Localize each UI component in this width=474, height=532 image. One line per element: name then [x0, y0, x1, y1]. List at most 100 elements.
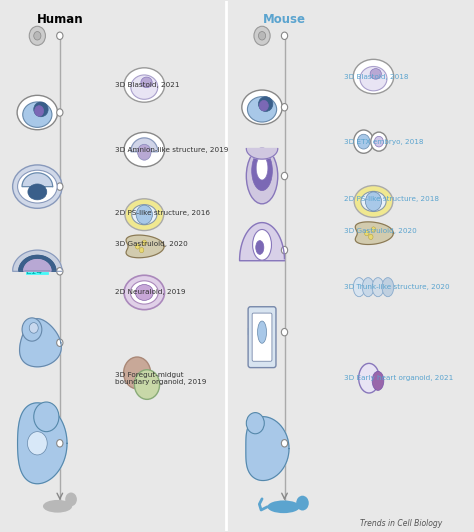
Ellipse shape — [361, 192, 386, 212]
Text: 3D Foregut-midgut
boundary organoid, 2019: 3D Foregut-midgut boundary organoid, 201… — [115, 372, 206, 385]
Circle shape — [357, 134, 370, 149]
Circle shape — [29, 322, 38, 333]
Circle shape — [22, 318, 42, 341]
Ellipse shape — [34, 102, 48, 117]
Ellipse shape — [252, 151, 273, 190]
Ellipse shape — [130, 281, 158, 304]
Circle shape — [371, 227, 376, 232]
Ellipse shape — [124, 132, 164, 167]
Text: 3D Amnion-like structure, 2019: 3D Amnion-like structure, 2019 — [115, 147, 228, 153]
Ellipse shape — [17, 95, 57, 130]
Ellipse shape — [267, 501, 300, 513]
Circle shape — [135, 370, 160, 400]
Text: E0: E0 — [30, 31, 42, 40]
Polygon shape — [19, 255, 56, 271]
Text: E28: E28 — [25, 439, 42, 448]
Polygon shape — [126, 235, 164, 257]
Ellipse shape — [131, 75, 158, 99]
Polygon shape — [246, 148, 278, 159]
Ellipse shape — [135, 285, 153, 301]
Text: E7.5: E7.5 — [246, 328, 266, 337]
Circle shape — [246, 413, 264, 434]
Text: 3D Trunk-like structure, 2020: 3D Trunk-like structure, 2020 — [344, 284, 449, 290]
Ellipse shape — [256, 156, 268, 180]
Polygon shape — [131, 138, 158, 152]
Circle shape — [57, 32, 63, 39]
Ellipse shape — [370, 69, 382, 79]
Ellipse shape — [247, 97, 277, 122]
Polygon shape — [18, 403, 67, 484]
Text: 3D Early heart organoid, 2021: 3D Early heart organoid, 2021 — [344, 375, 453, 381]
Circle shape — [57, 339, 63, 346]
Ellipse shape — [124, 68, 164, 102]
Ellipse shape — [43, 500, 72, 513]
Ellipse shape — [23, 102, 52, 127]
Text: 3D Blastoid, 2018: 3D Blastoid, 2018 — [344, 73, 408, 80]
Text: 2D PS-like structure, 2018: 2D PS-like structure, 2018 — [344, 196, 439, 202]
Text: E4.5: E4.5 — [246, 103, 266, 112]
Circle shape — [65, 493, 77, 506]
Circle shape — [282, 328, 288, 336]
Circle shape — [374, 136, 383, 147]
Circle shape — [254, 26, 270, 45]
Polygon shape — [239, 222, 284, 261]
Text: 2D Neuraloid, 2019: 2D Neuraloid, 2019 — [115, 289, 185, 295]
Circle shape — [365, 230, 369, 236]
Circle shape — [365, 192, 382, 211]
Text: Human: Human — [36, 13, 83, 26]
Ellipse shape — [353, 278, 365, 297]
Circle shape — [34, 31, 41, 40]
Polygon shape — [19, 319, 61, 367]
Circle shape — [124, 357, 151, 389]
Circle shape — [258, 31, 265, 40]
Circle shape — [136, 205, 152, 224]
Circle shape — [35, 106, 44, 116]
Circle shape — [259, 101, 268, 111]
Circle shape — [57, 109, 63, 116]
Text: E9.5: E9.5 — [246, 439, 266, 448]
Ellipse shape — [372, 371, 384, 390]
Circle shape — [282, 246, 288, 254]
Circle shape — [139, 247, 144, 253]
Ellipse shape — [242, 90, 282, 124]
Text: E18: E18 — [25, 338, 42, 347]
Circle shape — [135, 244, 140, 249]
Circle shape — [57, 439, 63, 447]
Ellipse shape — [360, 66, 387, 91]
Ellipse shape — [124, 275, 164, 310]
Polygon shape — [24, 260, 51, 271]
Ellipse shape — [256, 240, 264, 254]
Text: 3D Gastruloid, 2020: 3D Gastruloid, 2020 — [115, 242, 187, 247]
Ellipse shape — [13, 165, 62, 209]
Circle shape — [29, 26, 46, 45]
Ellipse shape — [382, 278, 394, 297]
Text: 3D Gastruloid, 2020: 3D Gastruloid, 2020 — [344, 228, 417, 234]
Text: E11: E11 — [25, 182, 42, 191]
Ellipse shape — [253, 229, 272, 260]
Text: E14: E14 — [25, 267, 42, 276]
Ellipse shape — [18, 170, 57, 203]
Ellipse shape — [246, 148, 278, 204]
Polygon shape — [246, 417, 289, 480]
Ellipse shape — [372, 278, 384, 297]
Ellipse shape — [28, 184, 47, 200]
Circle shape — [296, 496, 309, 511]
Text: 3D Blastoid, 2021: 3D Blastoid, 2021 — [115, 82, 179, 88]
Ellipse shape — [353, 60, 394, 94]
Ellipse shape — [257, 321, 266, 343]
Circle shape — [27, 431, 47, 455]
Ellipse shape — [125, 199, 164, 230]
Ellipse shape — [359, 363, 379, 393]
Circle shape — [369, 234, 373, 239]
Polygon shape — [356, 222, 393, 245]
Ellipse shape — [362, 278, 374, 297]
Polygon shape — [13, 250, 62, 271]
Circle shape — [57, 183, 63, 190]
Circle shape — [282, 172, 288, 180]
Circle shape — [354, 130, 374, 153]
Polygon shape — [22, 173, 53, 187]
Text: Trends in Cell Biology: Trends in Cell Biology — [360, 519, 442, 528]
Text: E0: E0 — [255, 31, 266, 40]
Ellipse shape — [132, 205, 157, 225]
Circle shape — [282, 439, 288, 447]
